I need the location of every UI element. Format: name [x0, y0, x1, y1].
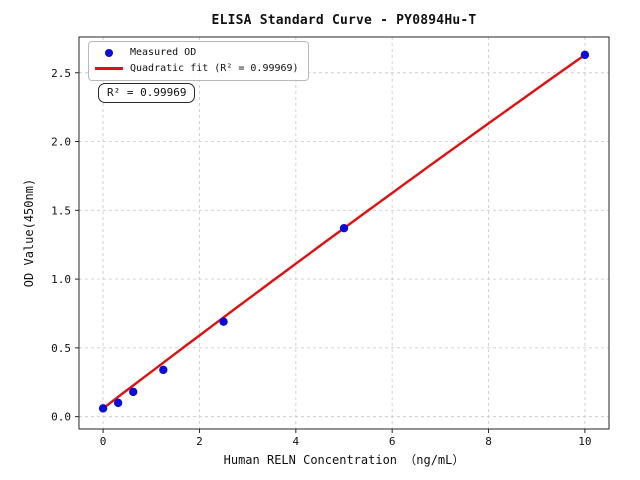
y-axis-label: OD Value(450nm): [22, 178, 36, 288]
x-tick-label: 2: [196, 435, 203, 448]
y-tick-label: 1.0: [51, 273, 71, 286]
x-axis-label: Human RELN Concentration （ng/mL）: [223, 453, 465, 467]
data-point: [219, 317, 228, 326]
y-tick-label: 2.0: [51, 136, 71, 149]
r-squared-annotation: R² = 0.99969: [98, 83, 196, 103]
legend-label-measured-od: Measured OD: [130, 47, 197, 58]
fit-line-swatch-icon: [95, 67, 123, 70]
data-point: [98, 404, 108, 413]
x-tick-label: 0: [100, 435, 107, 448]
y-tick-label: 1.5: [51, 204, 71, 217]
y-tick-label: 0.5: [51, 342, 71, 355]
x-tick-label: 10: [578, 435, 591, 448]
legend-handle: [94, 67, 124, 70]
legend-label-quadratic-fit: Quadratic fit (R² = 0.99969): [130, 63, 299, 74]
data-point: [580, 50, 590, 60]
legend-handle: [94, 48, 124, 57]
data-point: [113, 398, 123, 408]
y-tick-label: 2.5: [51, 67, 71, 80]
x-tick-label: 6: [389, 435, 396, 448]
data-point: [129, 387, 138, 397]
axes-box: [78, 36, 610, 430]
y-tick-label: 0.0: [51, 411, 71, 424]
measured-od-dot-icon: [105, 48, 113, 57]
legend-item-quadratic-fit: Quadratic fit (R² = 0.99969): [94, 62, 299, 75]
legend-item-measured-od: Measured OD: [94, 46, 299, 59]
x-tick-label: 4: [293, 435, 300, 448]
data-point: [339, 223, 349, 233]
x-tick-label: 8: [485, 435, 492, 448]
chart-title: ELISA Standard Curve - PY0894Hu-T: [211, 13, 477, 28]
data-point: [159, 365, 168, 375]
legend: Measured OD Quadratic fit (R² = 0.99969): [88, 41, 309, 81]
